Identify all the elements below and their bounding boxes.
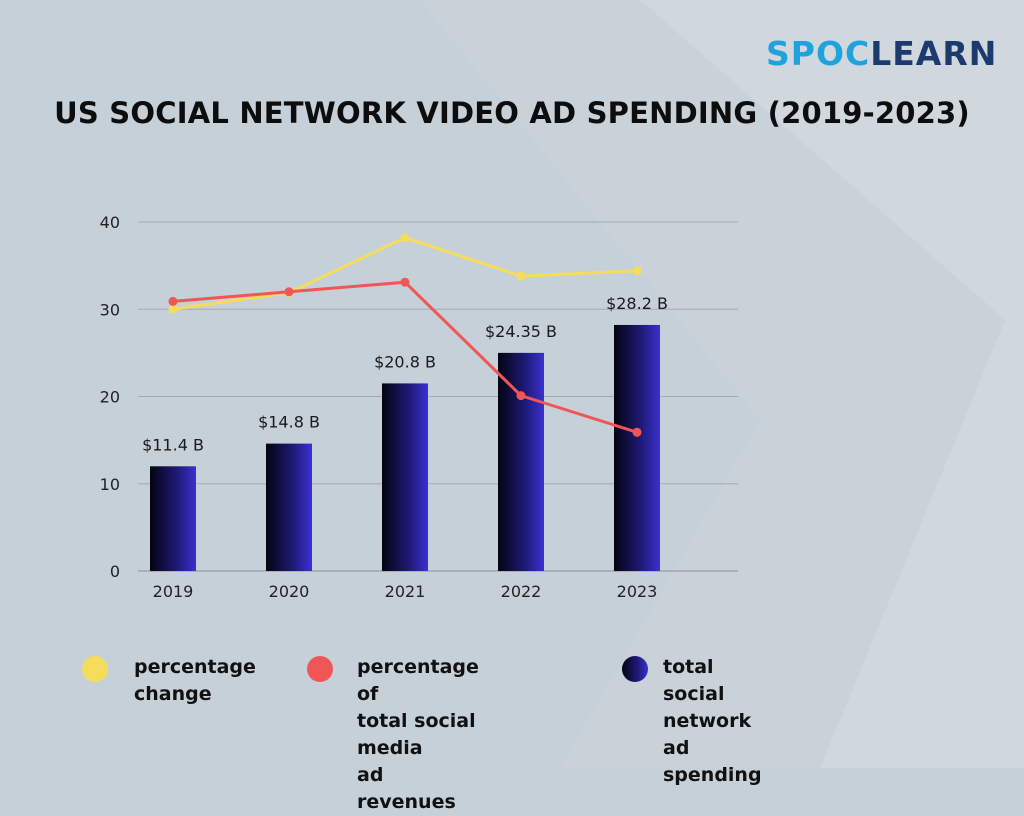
spoclearn-logo: SPOCLEARN bbox=[766, 34, 997, 74]
x-tick-label: 2023 bbox=[617, 582, 658, 601]
legend-label: percentage change bbox=[134, 656, 256, 705]
line-point bbox=[400, 277, 410, 287]
y-tick-label: 10 bbox=[100, 475, 120, 494]
bar-series bbox=[150, 324, 660, 571]
bar-2021 bbox=[382, 383, 428, 571]
x-tick-label: 2019 bbox=[153, 582, 194, 601]
line-point bbox=[516, 391, 526, 401]
bar-value-label: $11.4 B bbox=[142, 435, 204, 454]
x-axis: 2019 2020 2021 2022 2023 bbox=[153, 582, 658, 601]
logo-part-spoc: SPOC bbox=[766, 34, 871, 73]
background-decoration bbox=[0, 0, 1024, 768]
line-point bbox=[632, 266, 642, 276]
legend-marker-red bbox=[307, 656, 333, 682]
y-tick-label: 40 bbox=[100, 213, 120, 232]
y-axis: 0 10 20 30 40 bbox=[100, 213, 120, 581]
bar-value-label: $24.35 B bbox=[485, 322, 557, 341]
line-series bbox=[168, 233, 642, 437]
line-point bbox=[168, 304, 178, 314]
y-tick-label: 20 bbox=[100, 388, 120, 407]
legend-label: percentage of total social media ad reve… bbox=[357, 656, 479, 813]
logo-part-learn: LEARN bbox=[870, 34, 998, 73]
bar-value-labels: $11.4 B $14.8 B $20.8 B $24.35 B $28.2 B bbox=[142, 294, 668, 454]
x-tick-label: 2020 bbox=[269, 582, 310, 601]
bar-value-label: $28.2 B bbox=[606, 294, 668, 313]
chart-title: US SOCIAL NETWORK VIDEO AD SPENDING (201… bbox=[54, 96, 970, 130]
x-tick-label: 2022 bbox=[501, 582, 542, 601]
y-tick-label: 0 bbox=[110, 562, 120, 581]
y-tick-label: 30 bbox=[100, 300, 120, 319]
bar-2022 bbox=[498, 352, 544, 571]
bar-2020 bbox=[266, 443, 312, 571]
line-point bbox=[168, 296, 178, 306]
bar-2023 bbox=[614, 324, 660, 571]
legend-label: total social network ad spending bbox=[663, 656, 762, 786]
legend-marker-yellow bbox=[82, 656, 108, 682]
line-series-1 bbox=[172, 236, 638, 311]
line-point bbox=[516, 271, 526, 281]
bar-value-label: $14.8 B bbox=[258, 413, 320, 432]
bar-value-label: $20.8 B bbox=[374, 352, 436, 371]
bar-2019 bbox=[150, 466, 196, 571]
line-point bbox=[632, 427, 642, 437]
line-point bbox=[284, 287, 294, 297]
legend-marker-navy bbox=[622, 656, 648, 682]
x-tick-label: 2021 bbox=[385, 582, 426, 601]
line-point bbox=[400, 233, 410, 243]
